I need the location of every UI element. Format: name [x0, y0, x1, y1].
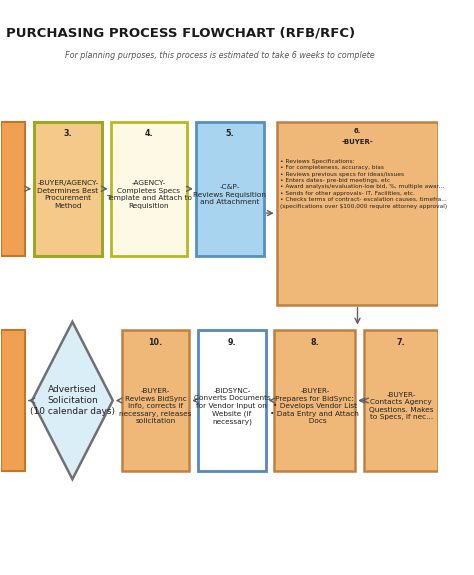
FancyBboxPatch shape	[1, 331, 26, 470]
FancyBboxPatch shape	[1, 121, 26, 256]
FancyBboxPatch shape	[34, 121, 102, 256]
Text: 4.: 4.	[145, 129, 153, 138]
Text: -BUYER-
Reviews BidSync
Info, corrects if
necessary, releases
solicitation: -BUYER- Reviews BidSync Info, corrects i…	[119, 388, 191, 424]
Text: -BUYER/AGENCY-
Determines Best
Procurement
Method: -BUYER/AGENCY- Determines Best Procureme…	[37, 181, 99, 209]
Text: 8.: 8.	[310, 338, 319, 347]
Text: Advertised
Solicitation
(10 calendar days): Advertised Solicitation (10 calendar day…	[30, 385, 115, 416]
FancyBboxPatch shape	[110, 121, 187, 256]
Text: 9.: 9.	[228, 338, 236, 347]
FancyBboxPatch shape	[364, 331, 438, 470]
Text: 6.: 6.	[354, 128, 361, 135]
FancyBboxPatch shape	[121, 331, 189, 470]
FancyBboxPatch shape	[277, 121, 438, 305]
Text: For planning purposes, this process is estimated to take 6 weeks to complete: For planning purposes, this process is e…	[65, 51, 374, 60]
Text: • Reviews Specifications:
• For completeness, accuracy, bias
• Reviews previous : • Reviews Specifications: • For complete…	[280, 159, 447, 209]
Text: -C&P-
Reviews Requisition
and Attachment: -C&P- Reviews Requisition and Attachment	[193, 184, 266, 205]
Polygon shape	[32, 322, 113, 479]
FancyBboxPatch shape	[198, 331, 266, 470]
FancyBboxPatch shape	[196, 121, 264, 256]
Text: -BUYER-: -BUYER-	[342, 139, 374, 145]
Text: 3.: 3.	[64, 129, 73, 138]
FancyBboxPatch shape	[274, 331, 356, 470]
Text: PURCHASING PROCESS FLOWCHART (RFB/RFC): PURCHASING PROCESS FLOWCHART (RFB/RFC)	[6, 26, 355, 39]
Text: -BUYER-
Contacts Agency
Questions. Makes
to Specs, if nec...: -BUYER- Contacts Agency Questions. Makes…	[369, 392, 433, 420]
Text: -BUYER-
Prepares for BidSync:
• Develops Vendor List
• Data Entry and Attach
  D: -BUYER- Prepares for BidSync: • Develops…	[271, 388, 359, 424]
Text: 7.: 7.	[397, 338, 406, 347]
Text: 5.: 5.	[225, 129, 234, 138]
Text: -AGENCY-
Completes Specs
Template and Attach to
Requisition: -AGENCY- Completes Specs Template and At…	[106, 181, 192, 209]
Text: -BIDSYNC-
Converts Documents
for Vendor Input on
Website (if
necessary): -BIDSYNC- Converts Documents for Vendor …	[193, 388, 270, 425]
Text: 10.: 10.	[148, 338, 163, 347]
